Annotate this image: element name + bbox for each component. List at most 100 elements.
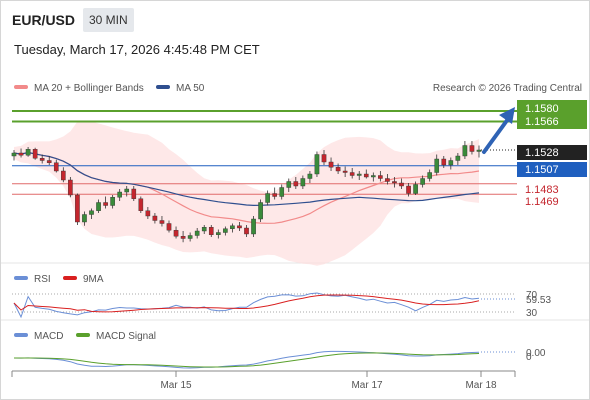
candle (103, 196, 108, 209)
candle (363, 169, 369, 179)
ma20-legend-label: MA 20 + Bollinger Bands (34, 83, 144, 94)
candle (89, 208, 94, 219)
candle-body (18, 152, 24, 156)
candle (201, 225, 207, 234)
candle-body (265, 193, 270, 203)
candle (46, 156, 52, 165)
candle-body (11, 152, 17, 157)
candle (223, 226, 228, 236)
candle-body (371, 175, 376, 178)
candle-body (124, 188, 130, 193)
candle-body (180, 236, 186, 239)
candle-body (392, 181, 397, 184)
candle (272, 187, 277, 200)
candle-body (237, 225, 242, 229)
candle-body (462, 145, 468, 157)
macd-legend-label: MACD (34, 331, 63, 342)
candle-body (244, 227, 249, 235)
candle (110, 195, 115, 209)
macd-current-value: 0.00 (526, 348, 546, 359)
candle-body (53, 162, 59, 172)
candle (406, 183, 411, 197)
candle-body (293, 181, 299, 187)
candle (216, 229, 221, 239)
rsi-ma-line (13, 294, 480, 313)
candles (11, 141, 482, 243)
candle (96, 199, 101, 213)
forecast-arrow-shaft (482, 117, 510, 154)
candle (448, 157, 454, 170)
candle-body (363, 173, 369, 178)
candle-body (96, 202, 101, 211)
x-axis-label-mar17: Mar 17 (351, 380, 383, 391)
candle (124, 186, 130, 197)
candle (230, 223, 235, 233)
candle-body (321, 154, 327, 163)
ma20-legend-swatch (14, 85, 28, 89)
candle (237, 222, 242, 231)
candle-body (68, 179, 73, 196)
candle (61, 167, 66, 183)
candle (434, 154, 440, 176)
timeframe-button[interactable]: 30 MIN (83, 8, 134, 32)
rsi-ma-legend-swatch (63, 276, 77, 280)
candle-body (427, 172, 432, 179)
copyright-text: Research © 2026 Trading Central (433, 83, 582, 94)
rsi-legend-swatch (14, 276, 28, 280)
candle (300, 175, 306, 189)
price-labels: 1.1580 1.1566 1.1528 1.1507 1.1483 1.146… (517, 100, 587, 208)
candle (180, 231, 186, 243)
candle-body (103, 202, 108, 206)
candle-body (328, 161, 334, 168)
candle (455, 153, 461, 165)
candle-body (187, 235, 193, 239)
candle-body (279, 187, 285, 197)
candle-body (385, 178, 390, 182)
candle (342, 166, 348, 177)
candle (159, 216, 165, 227)
candle (392, 177, 397, 188)
support-2-label: 1.1469 (525, 196, 559, 208)
candle (321, 150, 327, 165)
candle-body (61, 170, 66, 181)
candle (82, 211, 87, 226)
candle-body (145, 210, 151, 217)
forecast-arrow (482, 107, 515, 154)
candle (307, 171, 313, 183)
candle-body (46, 160, 52, 163)
candle-body (216, 232, 221, 235)
candle (441, 156, 447, 168)
candle (208, 225, 214, 237)
key-levels (12, 110, 517, 195)
candle (462, 141, 468, 159)
candle (187, 232, 193, 242)
candle-body (441, 158, 447, 166)
candle (173, 226, 179, 239)
candle (39, 154, 45, 164)
candle-body (307, 173, 313, 179)
candle-body (208, 227, 214, 235)
candle-body (25, 149, 31, 156)
candle-body (356, 173, 362, 176)
rsi-panel: RSI 9MA 70 59.53 30 (12, 274, 551, 319)
ma50-line (13, 151, 480, 207)
candle-body (152, 215, 158, 221)
candle (279, 184, 285, 200)
candle (469, 141, 475, 155)
candle-body (166, 223, 172, 231)
candle-body (349, 172, 355, 176)
candle (117, 189, 122, 201)
pivot-label: 1.1507 (525, 164, 559, 176)
candle-body (455, 155, 461, 161)
candle-body (251, 218, 256, 235)
candle (399, 178, 404, 189)
resistance-1-label: 1.1566 (525, 116, 559, 128)
candle-body (110, 197, 115, 206)
candle-body (406, 185, 411, 194)
candle-body (420, 178, 425, 185)
candle (11, 150, 17, 161)
candle (18, 148, 24, 158)
candle (420, 175, 425, 188)
candle-body (32, 149, 38, 159)
